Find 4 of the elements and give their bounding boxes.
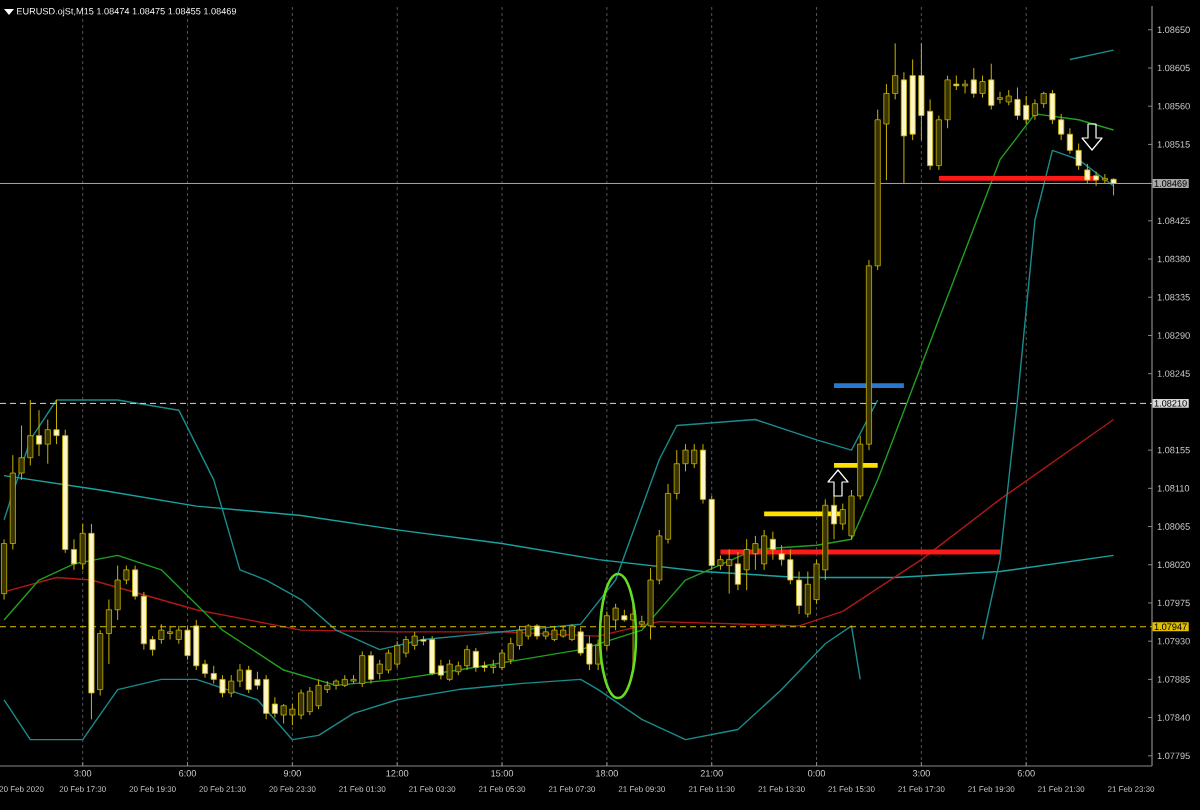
candlestick (769, 531, 776, 561)
candlestick (367, 650, 375, 685)
candlestick (1084, 163, 1091, 184)
line-series (3, 418, 1115, 637)
